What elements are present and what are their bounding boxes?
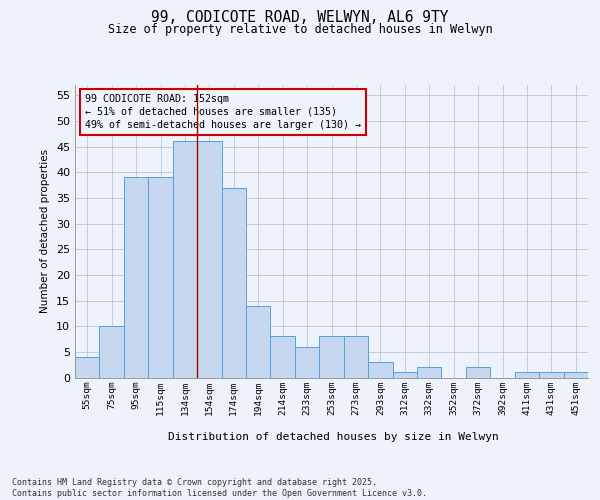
Bar — [100, 326, 124, 378]
Bar — [515, 372, 539, 378]
Text: 99, CODICOTE ROAD, WELWYN, AL6 9TY: 99, CODICOTE ROAD, WELWYN, AL6 9TY — [151, 10, 449, 25]
Bar — [124, 178, 148, 378]
Text: Contains HM Land Registry data © Crown copyright and database right 2025.
Contai: Contains HM Land Registry data © Crown c… — [12, 478, 427, 498]
Bar — [295, 346, 319, 378]
Bar — [539, 372, 563, 378]
Bar — [392, 372, 417, 378]
Y-axis label: Number of detached properties: Number of detached properties — [40, 149, 50, 314]
Bar — [466, 367, 490, 378]
Bar — [417, 367, 442, 378]
Bar — [271, 336, 295, 378]
Bar — [173, 142, 197, 378]
Bar — [344, 336, 368, 378]
Bar — [368, 362, 392, 378]
Bar — [221, 188, 246, 378]
Text: Size of property relative to detached houses in Welwyn: Size of property relative to detached ho… — [107, 24, 493, 36]
Bar — [148, 178, 173, 378]
Bar — [197, 142, 221, 378]
Bar — [319, 336, 344, 378]
Bar — [563, 372, 588, 378]
Text: Distribution of detached houses by size in Welwyn: Distribution of detached houses by size … — [167, 432, 499, 442]
Bar — [75, 357, 100, 378]
Bar — [246, 306, 271, 378]
Text: 99 CODICOTE ROAD: 152sqm
← 51% of detached houses are smaller (135)
49% of semi-: 99 CODICOTE ROAD: 152sqm ← 51% of detach… — [85, 94, 361, 130]
